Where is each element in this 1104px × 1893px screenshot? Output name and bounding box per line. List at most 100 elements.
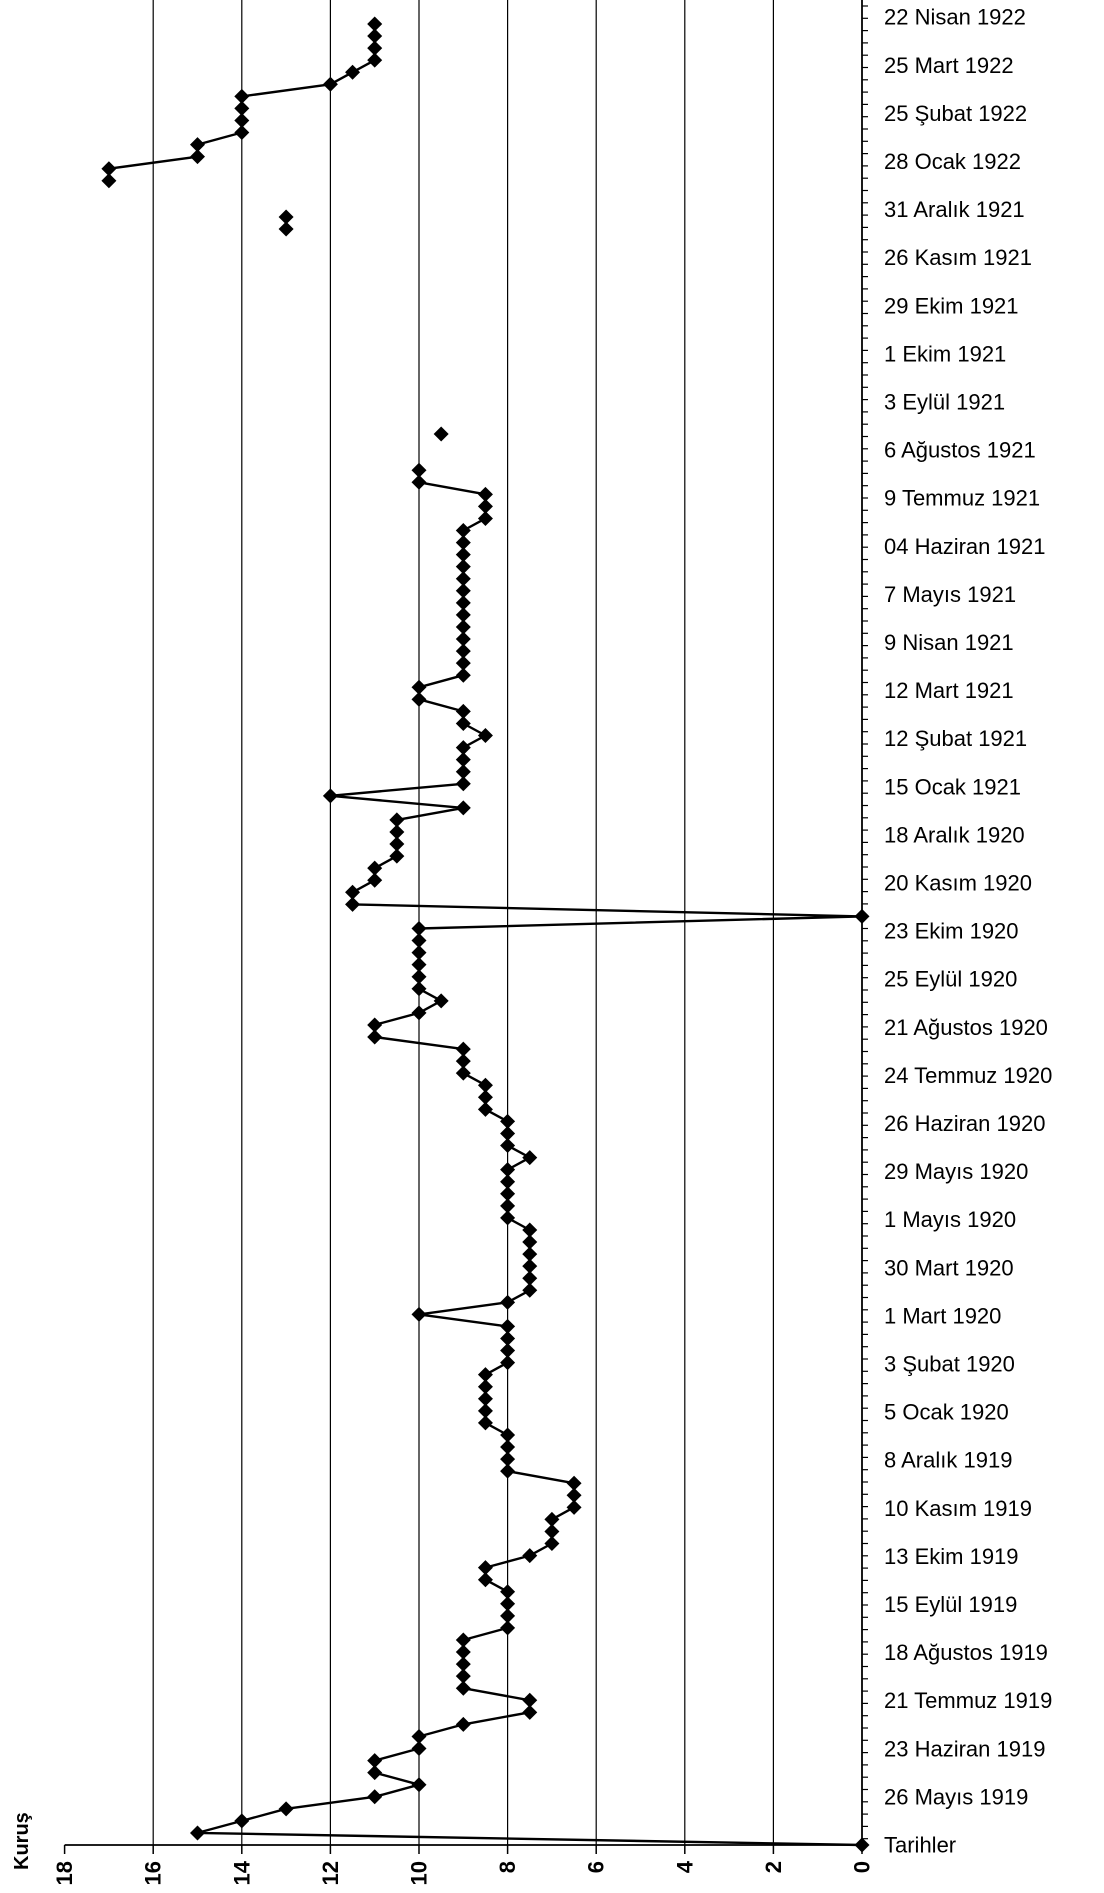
data-point	[389, 848, 405, 864]
data-point	[477, 510, 493, 526]
data-point	[455, 1668, 471, 1684]
data-point	[500, 1463, 516, 1479]
axis-title: Kuruş	[11, 1812, 33, 1870]
date-label: 1 Mart 1920	[884, 1303, 1001, 1328]
date-label: 26 Haziran 1920	[884, 1111, 1045, 1136]
data-point	[455, 523, 471, 539]
data-point	[411, 920, 427, 936]
data-point	[500, 1343, 516, 1359]
date-label: 26 Mayıs 1919	[884, 1784, 1028, 1809]
data-point	[367, 28, 383, 44]
data-point	[455, 715, 471, 731]
data-point	[367, 1765, 383, 1781]
data-point	[455, 535, 471, 551]
tick-label: 2	[761, 1861, 786, 1873]
data-point	[500, 1174, 516, 1190]
data-point	[455, 631, 471, 647]
data-point	[455, 547, 471, 563]
data-point	[411, 1005, 427, 1021]
data-point	[322, 788, 338, 804]
data-point	[190, 137, 205, 153]
data-point	[455, 607, 471, 623]
date-label: 3 Şubat 1920	[884, 1352, 1015, 1377]
data-point	[477, 1415, 493, 1431]
data-point	[411, 462, 427, 478]
data-point	[544, 1511, 560, 1527]
data-point	[455, 655, 471, 671]
data-point	[500, 1162, 516, 1178]
date-label: 15 Ocak 1921	[884, 774, 1021, 799]
data-point	[411, 1728, 427, 1744]
data-point	[345, 64, 361, 80]
data-point	[455, 1632, 471, 1648]
data-point	[389, 836, 405, 852]
data-point	[278, 221, 294, 237]
data-point	[455, 619, 471, 635]
data-point	[500, 1355, 516, 1371]
date-label: 5 Ocak 1920	[884, 1400, 1009, 1425]
data-point	[500, 1608, 516, 1624]
date-label: 21 Temmuz 1919	[884, 1688, 1052, 1713]
tick-label: 14	[229, 1860, 254, 1885]
data-point	[234, 112, 250, 128]
data-point	[522, 1548, 538, 1564]
data-point	[455, 764, 471, 780]
date-label: 29 Mayıs 1920	[884, 1159, 1028, 1184]
data-point	[411, 969, 427, 985]
date-label: 31 Aralık 1921	[884, 197, 1025, 222]
data-point	[477, 1077, 493, 1093]
value-axis: 18 16 14 12 10 8 6 4 2 0	[52, 1844, 875, 1885]
data-point	[367, 1789, 383, 1805]
date-label: Tarihler	[884, 1833, 956, 1858]
data-point	[566, 1487, 582, 1503]
date-label: 25 Şubat 1922	[884, 101, 1027, 126]
date-label: 3 Eylül 1921	[884, 390, 1005, 415]
date-label: 6 Ağustos 1921	[884, 438, 1036, 463]
tick-label: 12	[318, 1861, 343, 1885]
data-point	[345, 896, 361, 912]
data-point	[411, 1306, 427, 1322]
data-point	[522, 1270, 538, 1286]
data-point	[367, 16, 383, 32]
data-markers	[101, 16, 870, 1853]
date-label: 20 Kasım 1920	[884, 871, 1032, 896]
data-point	[522, 1222, 538, 1238]
data-point	[477, 1101, 493, 1117]
data-point	[455, 703, 471, 719]
data-point	[411, 474, 427, 490]
data-point	[455, 1041, 471, 1057]
date-label: 7 Mayıs 1921	[884, 582, 1016, 607]
data-point	[500, 1186, 516, 1202]
data-point	[477, 728, 493, 744]
data-point	[500, 1427, 516, 1443]
data-point	[322, 76, 338, 92]
date-label: 18 Ağustos 1919	[884, 1640, 1048, 1665]
data-point	[411, 1741, 427, 1757]
data-point	[455, 1644, 471, 1660]
data-point	[477, 1572, 493, 1588]
data-point	[477, 1391, 493, 1407]
data-point	[455, 752, 471, 768]
date-label: 30 Mart 1920	[884, 1255, 1014, 1280]
data-point	[500, 1318, 516, 1334]
data-point	[455, 559, 471, 575]
tick-label: 4	[672, 1860, 697, 1873]
data-point	[566, 1499, 582, 1515]
date-label: 23 Ekim 1920	[884, 919, 1019, 944]
data-point	[500, 1210, 516, 1226]
data-point	[544, 1536, 560, 1552]
date-label: 1 Mayıs 1920	[884, 1207, 1016, 1232]
date-label: 13 Ekim 1919	[884, 1544, 1019, 1569]
data-point	[367, 1017, 383, 1033]
data-point	[500, 1596, 516, 1612]
data-point	[455, 776, 471, 792]
data-point	[477, 1379, 493, 1395]
data-point	[278, 1801, 294, 1817]
data-point	[544, 1523, 560, 1539]
data-point	[367, 1753, 383, 1769]
data-point	[411, 679, 427, 695]
data-point	[455, 583, 471, 599]
data-point	[854, 908, 870, 924]
date-label: 25 Eylül 1920	[884, 967, 1017, 992]
